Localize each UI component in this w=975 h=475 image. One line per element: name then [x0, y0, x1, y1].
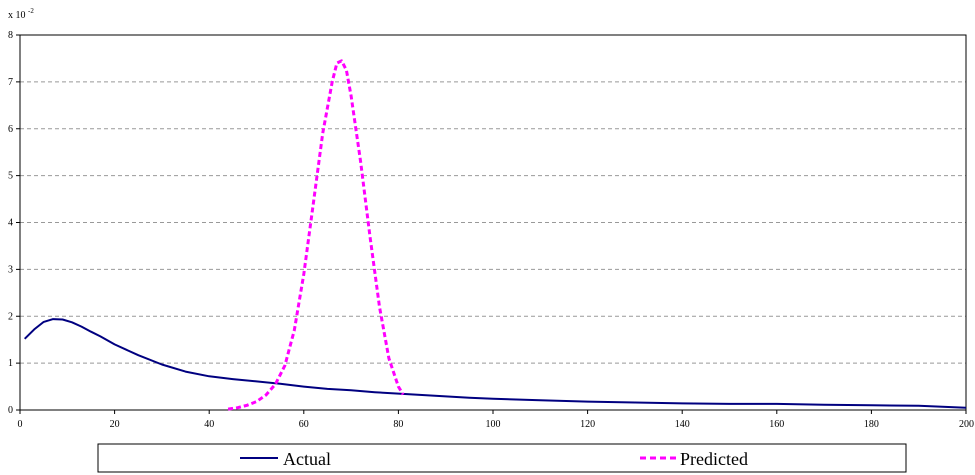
y-tick-label-1: 1: [8, 358, 13, 369]
series-group: [23, 59, 967, 411]
y-tick-label-2: 2: [8, 311, 13, 322]
y-axis-ticks: 0 1 2 3 4 5 6 7 8: [8, 30, 20, 416]
y-tick-label-5: 5: [8, 171, 13, 182]
y-multiplier-label: x 10 -2: [8, 7, 34, 21]
x-tick-label-180: 180: [864, 419, 879, 430]
x-tick-label-60: 60: [299, 419, 309, 430]
y-tick-label-3: 3: [8, 264, 13, 275]
y-multiplier-exponent: -2: [28, 7, 34, 15]
x-tick-label-20: 20: [110, 419, 120, 430]
x-tick-label-100: 100: [486, 419, 501, 430]
x-tick-label-120: 120: [580, 419, 595, 430]
x-tick-label-200: 200: [959, 419, 974, 430]
y-tick-label-8: 8: [8, 30, 13, 41]
legend-predicted-label: Predicted: [680, 449, 748, 469]
x-tick-label-40: 40: [204, 419, 214, 430]
x-tick-label-80: 80: [393, 419, 403, 430]
x-tick-label-0: 0: [18, 419, 23, 430]
gridlines: [20, 81, 966, 364]
x-tick-label-160: 160: [769, 419, 784, 430]
y-tick-label-4: 4: [8, 218, 13, 229]
x-tick-label-140: 140: [675, 419, 690, 430]
series-line-predicted: [227, 59, 405, 411]
legend: Actual Predicted: [97, 443, 907, 473]
legend-actual-label: Actual: [283, 449, 331, 469]
y-tick-label-6: 6: [8, 124, 13, 135]
series-line-actual: [23, 318, 967, 409]
y-tick-label-0: 0: [8, 405, 13, 416]
legend-box: [97, 443, 907, 473]
x-axis-ticks: 0 20 40 60 80 100 120 140 160 180 200: [18, 410, 974, 430]
y-tick-label-7: 7: [8, 77, 13, 88]
